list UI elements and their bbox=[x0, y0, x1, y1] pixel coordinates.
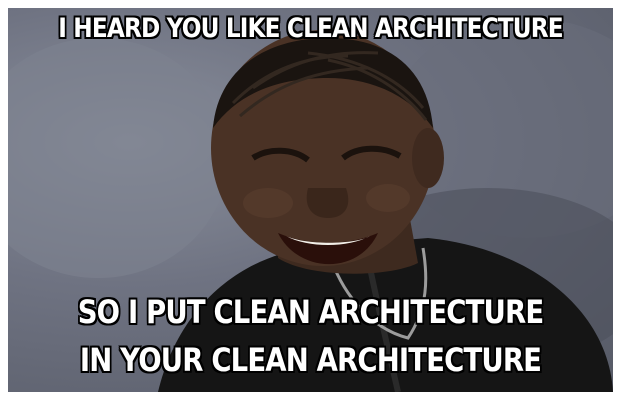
meme-bottom-text: SO I PUT CLEAN ARCHITECTURE IN YOUR CLEA… bbox=[50, 288, 570, 384]
laughing-man-illustration bbox=[8, 18, 613, 392]
meme-top-text: I HEARD YOU LIKE CLEAN ARCHITECTURE bbox=[50, 12, 570, 46]
top-text-line: I HEARD YOU LIKE CLEAN ARCHITECTURE bbox=[58, 13, 563, 44]
meme-photo bbox=[8, 8, 613, 392]
bottom-text-line-1: SO I PUT CLEAN ARCHITECTURE bbox=[77, 293, 544, 331]
bottom-text-line-2: IN YOUR CLEAN ARCHITECTURE bbox=[79, 341, 542, 379]
